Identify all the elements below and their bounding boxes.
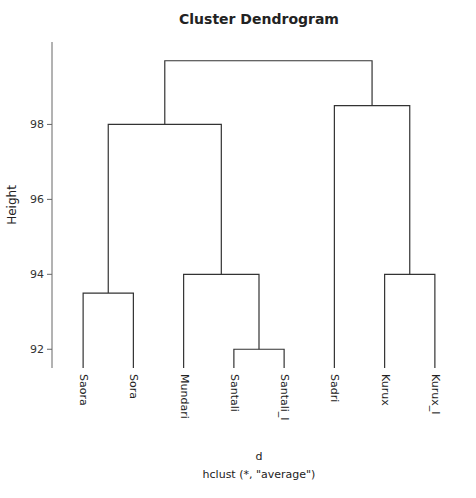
merge-link — [165, 61, 372, 125]
y-tick-label: 98 — [30, 118, 44, 131]
x-axis-label: hclust (*, "average") — [203, 468, 316, 481]
title: Cluster Dendrogram — [179, 11, 339, 27]
y-tick — [47, 199, 52, 200]
merge-link — [234, 349, 284, 368]
merges — [83, 61, 435, 368]
y-axis-label: Height — [5, 185, 19, 225]
y-tick — [47, 274, 52, 275]
leaf-label: Kurux — [379, 374, 392, 406]
leaf-label: Santali — [228, 374, 241, 412]
y-tick — [47, 124, 52, 125]
y-tick-label: 92 — [30, 343, 44, 356]
leaf-label: Santali_I — [278, 374, 291, 421]
merge-link — [385, 274, 435, 368]
y-tick-label: 96 — [30, 193, 44, 206]
leaf-label: Saora — [77, 374, 90, 406]
leaf-label: Kurux_I — [429, 374, 442, 414]
y-tick — [47, 349, 52, 350]
merge-link — [334, 106, 409, 368]
leaf-label: Sora — [127, 374, 140, 399]
x-axis-label: d — [256, 450, 263, 463]
chart: Cluster Dendrogram 92 94 96 98 Height Saora Sor… — [0, 0, 476, 498]
y-axis-line — [52, 42, 53, 368]
leaf-label: Sadri — [328, 374, 341, 402]
y-tick-label: 94 — [30, 268, 44, 281]
merge-link — [184, 274, 259, 368]
merge-link — [108, 124, 221, 293]
merge-link — [83, 293, 133, 368]
leaf-label: Mundari — [178, 374, 191, 419]
